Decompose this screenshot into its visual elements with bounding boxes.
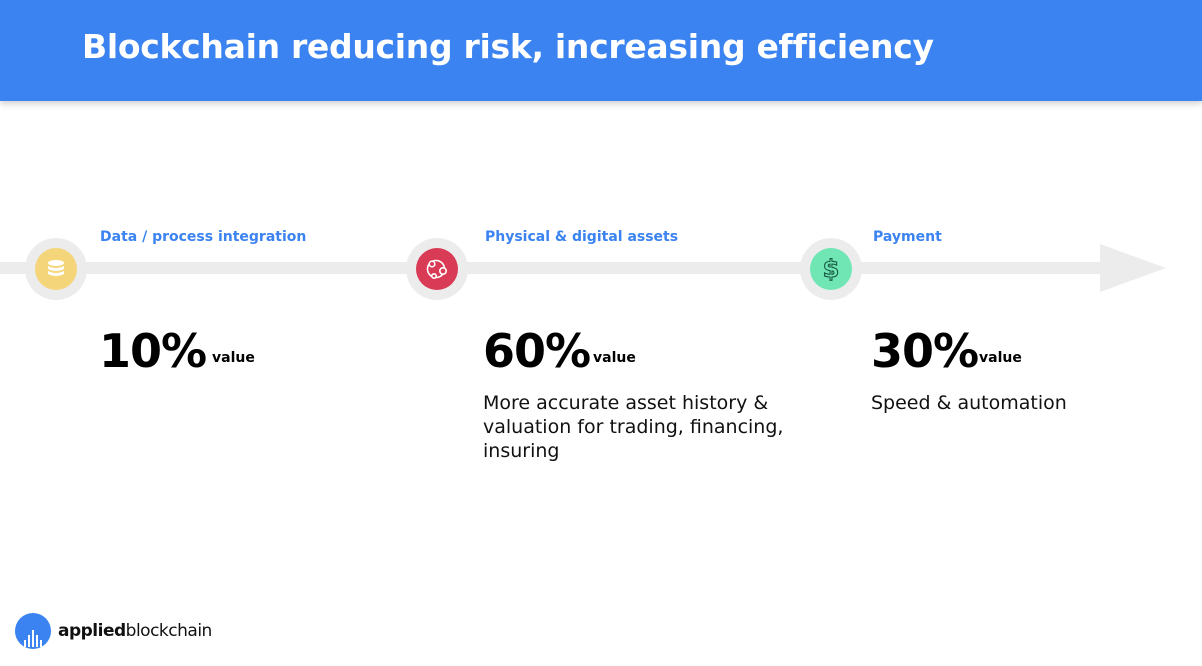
stage-percent-assets: 60% xyxy=(483,324,591,378)
svg-text:$: $ xyxy=(823,256,840,282)
stage-value-word-data-integration: value xyxy=(212,350,255,366)
stage-node-assets xyxy=(406,238,468,300)
stage-label-payment: Payment xyxy=(873,229,942,245)
logo-text-regular: blockchain xyxy=(125,621,213,641)
stage-node-data-integration xyxy=(25,238,87,300)
stage-label-data-integration: Data / process integration xyxy=(100,229,307,245)
stage-label-assets: Physical & digital assets xyxy=(485,229,679,245)
asset-network-icon xyxy=(416,248,458,290)
dollar-icon: $ xyxy=(810,248,852,290)
stage-percent-data-integration: 10% xyxy=(99,324,207,378)
stage-value-word-assets: value xyxy=(593,350,636,366)
stage-description-payment: Speed & automation xyxy=(871,392,1067,414)
timeline-arrow-head xyxy=(1100,244,1166,292)
stage-value-word-payment: value xyxy=(979,350,1022,366)
stage-description-assets: More accurate asset history & valuation … xyxy=(483,392,784,462)
stage-percent-payment: 30% xyxy=(871,324,979,378)
logo-wordmark: appliedblockchain xyxy=(58,621,212,641)
timeline-track xyxy=(0,262,1105,274)
database-icon xyxy=(35,248,77,290)
slide-title: Blockchain reducing risk, increasing eff… xyxy=(82,27,934,66)
logo-text-bold: applied xyxy=(58,621,126,641)
stage-node-payment: $ xyxy=(800,238,862,300)
applied-blockchain-logo-icon xyxy=(15,613,51,649)
slide-header: Blockchain reducing risk, increasing eff… xyxy=(0,0,1202,101)
